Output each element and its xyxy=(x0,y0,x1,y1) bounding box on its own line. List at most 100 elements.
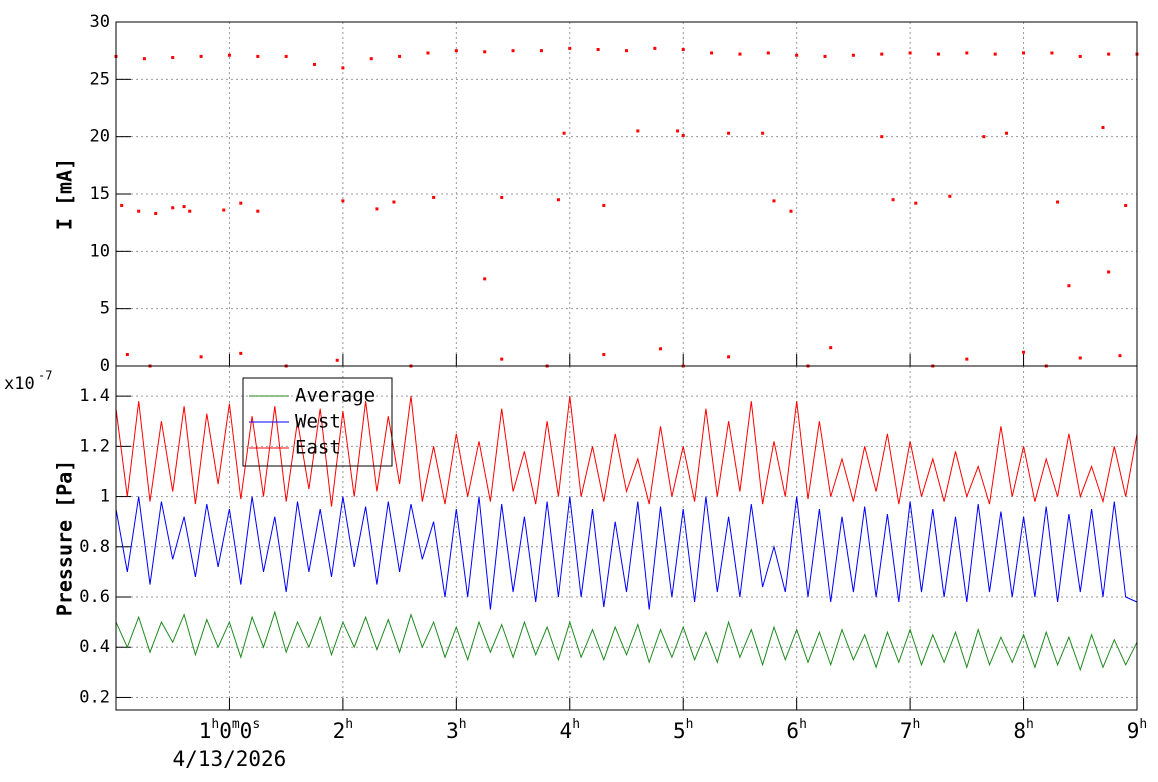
point xyxy=(426,51,430,55)
point xyxy=(602,203,606,207)
point xyxy=(795,53,799,57)
point xyxy=(142,57,146,61)
point xyxy=(392,200,396,204)
x-tick-label: 8h xyxy=(1013,717,1033,744)
series-line xyxy=(115,610,1138,672)
point xyxy=(772,199,776,203)
point xyxy=(789,209,793,213)
point xyxy=(948,194,952,198)
point xyxy=(125,353,129,357)
point xyxy=(1022,51,1026,55)
point xyxy=(993,52,997,56)
point xyxy=(483,50,487,54)
point xyxy=(965,357,969,361)
point xyxy=(681,48,685,52)
point xyxy=(335,358,339,362)
point xyxy=(483,277,487,281)
x-tick-label: 6h xyxy=(786,717,806,744)
point xyxy=(1078,54,1082,58)
point xyxy=(120,203,124,207)
y-tick-label: 1.4 xyxy=(79,386,110,406)
y-tick-label: 0.6 xyxy=(79,587,110,607)
point xyxy=(556,198,560,202)
x-tick-label: 9h xyxy=(1127,717,1147,744)
point xyxy=(398,54,402,58)
point xyxy=(1067,284,1071,288)
point xyxy=(341,199,345,203)
y-tick-label: 30 xyxy=(90,12,110,32)
y-tick-label: 10 xyxy=(90,241,110,261)
point xyxy=(676,129,680,133)
y-tick-label: 15 xyxy=(90,184,110,204)
point xyxy=(369,57,373,61)
point xyxy=(625,49,628,53)
point xyxy=(710,51,714,55)
y-exponent: -7 xyxy=(38,369,52,383)
point xyxy=(936,52,940,56)
x-tick-label: 5h xyxy=(673,717,693,744)
point xyxy=(829,346,833,350)
y-tick-label: 5 xyxy=(100,299,110,319)
point xyxy=(823,54,827,58)
point xyxy=(1118,354,1122,358)
x-tick-label: 4h xyxy=(560,717,580,744)
point xyxy=(562,131,566,135)
y-tick-label: 25 xyxy=(90,69,110,89)
point xyxy=(681,134,685,138)
point xyxy=(738,52,742,56)
point xyxy=(914,201,918,205)
legend-box xyxy=(242,377,393,467)
point xyxy=(256,209,260,213)
point xyxy=(239,351,243,355)
legend-label: Average xyxy=(295,385,375,407)
point xyxy=(908,51,912,55)
point xyxy=(1101,125,1105,129)
point xyxy=(171,206,175,210)
point xyxy=(539,49,543,53)
frame xyxy=(115,365,1138,711)
point xyxy=(222,208,226,212)
point xyxy=(727,131,731,135)
point xyxy=(227,53,231,57)
point xyxy=(182,205,186,209)
point xyxy=(596,48,600,52)
x-tick-label: 3h xyxy=(446,717,466,744)
point xyxy=(1107,52,1111,56)
point xyxy=(432,195,436,199)
y-exponent-base: x10 xyxy=(4,374,35,394)
x-tick-label: 7h xyxy=(900,717,920,744)
y-tick-label: 1 xyxy=(100,487,110,507)
point xyxy=(1050,51,1054,55)
point xyxy=(154,211,158,215)
legend-label: West xyxy=(295,411,341,433)
point xyxy=(1078,356,1082,360)
point xyxy=(761,131,765,135)
point xyxy=(568,46,572,50)
point xyxy=(727,355,731,359)
series-line xyxy=(115,496,1138,610)
point xyxy=(766,51,770,55)
point xyxy=(1005,131,1009,135)
point xyxy=(199,355,203,359)
point xyxy=(341,66,345,70)
point xyxy=(239,201,243,205)
point xyxy=(891,198,895,202)
plot-area xyxy=(115,396,1138,672)
point xyxy=(137,209,141,213)
x-tick-label: 1h0m0s xyxy=(199,717,260,744)
y-tick-label: 0 xyxy=(100,356,110,376)
point xyxy=(313,62,317,66)
point xyxy=(171,56,175,60)
series-line xyxy=(115,396,1138,507)
point xyxy=(659,347,663,351)
plots: 0 5 10 15 20 25 30 I [mA] 1h0m0s 2h 3h 4h 5h 6h 7h 8h 9h… xyxy=(4,12,1147,771)
y-tick-label: 0.2 xyxy=(79,687,110,707)
point xyxy=(500,195,504,199)
y-axis-label: I [mA] xyxy=(53,158,77,230)
y-axis-label: Pressure [Pa] xyxy=(53,460,77,617)
y-tick-label: 1.2 xyxy=(79,436,110,456)
point xyxy=(284,54,288,58)
